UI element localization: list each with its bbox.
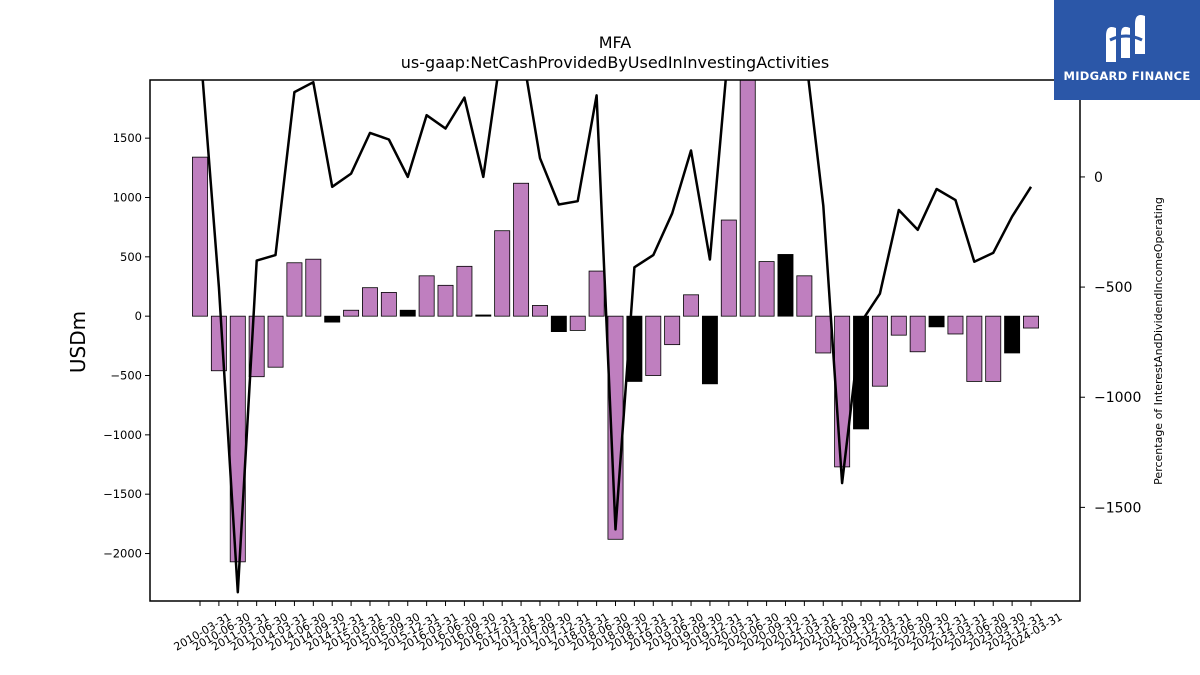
- y2-tick-label: −500: [1094, 280, 1132, 296]
- midgard-finance-logo: MIDGARD FINANCE: [1054, 0, 1200, 100]
- logo-mark-icon: [1106, 15, 1145, 62]
- bar: [267, 315, 284, 368]
- bar: [475, 314, 492, 317]
- bar: [928, 315, 945, 328]
- bar: [588, 270, 605, 317]
- y-tick-label: −1000: [103, 428, 142, 442]
- y-tick-label: −1500: [103, 487, 142, 501]
- bar: [192, 156, 208, 317]
- chart-subtitle: us-gaap:NetCashProvidedByUsedInInvesting…: [401, 53, 829, 72]
- bar: [418, 275, 435, 317]
- bar: [513, 182, 530, 317]
- bar: [739, 80, 756, 317]
- y-tick-label: 500: [120, 250, 142, 264]
- bar: [645, 315, 662, 376]
- bar: [683, 294, 699, 317]
- bar: [380, 292, 397, 317]
- y-tick-label: 0: [135, 309, 142, 323]
- y-tick-label: −2000: [103, 547, 142, 561]
- bar: [456, 265, 473, 317]
- bar: [890, 315, 907, 336]
- bar: [569, 315, 586, 331]
- bar-series: [192, 80, 1039, 563]
- bar: [437, 284, 454, 317]
- y2-tick-label: 0: [1094, 170, 1103, 186]
- secondary-y-axis-label: Percentage of InterestAndDividendIncomeO…: [1152, 197, 1165, 485]
- y-tick-label: 1000: [113, 190, 142, 204]
- bar: [550, 315, 567, 332]
- line-series-path: [201, 80, 1033, 594]
- bar: [324, 315, 341, 323]
- bar: [909, 315, 926, 353]
- bar: [532, 305, 548, 317]
- y2-tick-label: −1000: [1094, 390, 1141, 406]
- bar: [947, 315, 964, 335]
- y-axis-label: USDm: [66, 311, 90, 373]
- bar: [777, 254, 794, 317]
- logo-text: MIDGARD FINANCE: [1063, 69, 1191, 83]
- bar: [286, 262, 303, 317]
- bar: [494, 230, 511, 317]
- bar: [701, 315, 718, 385]
- bar: [305, 258, 322, 317]
- y-tick-label: −500: [110, 369, 142, 383]
- bar: [343, 309, 360, 317]
- bar: [664, 315, 681, 346]
- y-tick-label: 1500: [113, 131, 142, 145]
- bar: [720, 219, 737, 317]
- bar: [1004, 315, 1021, 354]
- bar: [985, 315, 1002, 382]
- bar: [399, 309, 416, 317]
- y2-tick-label: −1500: [1094, 500, 1141, 516]
- bar: [966, 315, 983, 382]
- bar: [1023, 315, 1039, 329]
- bar: [815, 315, 832, 354]
- bar: [871, 315, 888, 387]
- line-series: [201, 80, 1033, 594]
- bar: [362, 287, 378, 317]
- axes: −2000 −1500 −1000 −500 0 500 1000 1500 −1500 −100…: [103, 79, 1141, 654]
- chart-title: MFA: [599, 33, 632, 52]
- bar: [796, 275, 813, 317]
- bar: [758, 261, 775, 317]
